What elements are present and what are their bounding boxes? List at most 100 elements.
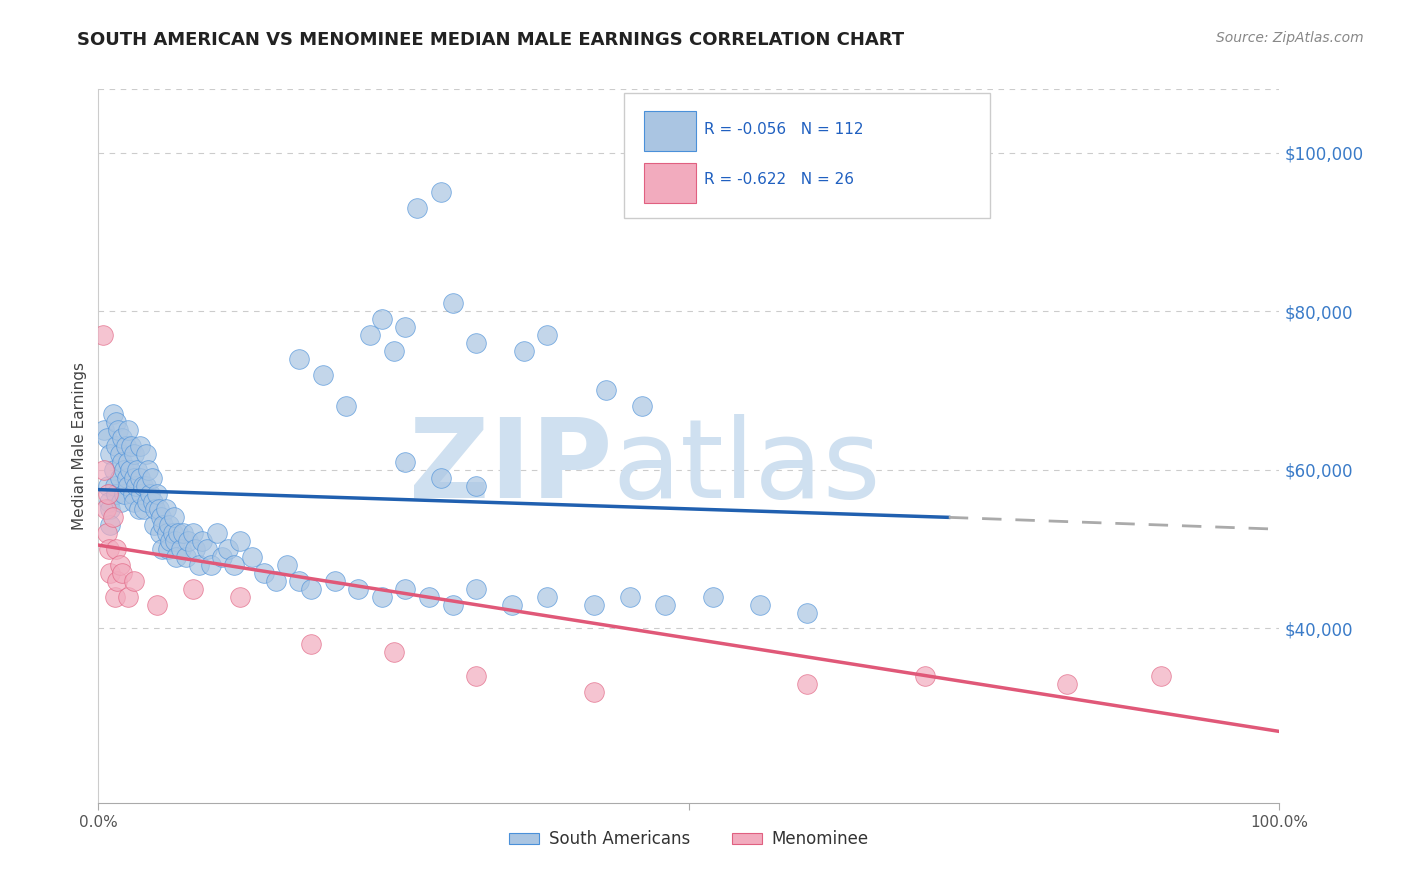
Point (430, 186, 453, 200)
Point (371, 312, 394, 326)
Point (96, 431, 118, 445)
Point (114, 439, 136, 453)
Point (165, 534, 187, 549)
Point (108, 447, 131, 461)
Point (630, 400, 652, 414)
Point (97, 478, 120, 492)
Point (583, 685, 606, 699)
Point (501, 598, 523, 612)
Text: R = -0.622   N = 26: R = -0.622 N = 26 (704, 172, 855, 187)
Point (155, 502, 177, 516)
Point (229, 534, 252, 549)
Point (371, 590, 394, 604)
Point (335, 400, 357, 414)
Point (914, 669, 936, 683)
Point (323, 574, 346, 588)
Point (101, 510, 124, 524)
Point (394, 582, 416, 596)
Point (127, 463, 149, 477)
Point (406, 201, 429, 215)
Point (465, 582, 488, 596)
Point (200, 558, 222, 572)
Point (128, 439, 150, 453)
Point (382, 343, 405, 358)
Point (347, 582, 370, 596)
Point (418, 590, 440, 604)
Point (135, 494, 157, 508)
Point (536, 328, 558, 343)
Point (146, 486, 169, 500)
Point (98, 518, 121, 533)
Point (170, 542, 193, 557)
Point (157, 518, 180, 533)
Point (157, 542, 180, 557)
Point (105, 542, 128, 557)
Point (702, 590, 724, 604)
Point (121, 439, 143, 453)
Point (101, 407, 124, 421)
Point (240, 549, 263, 564)
Point (108, 558, 131, 572)
Point (217, 542, 239, 557)
Point (105, 415, 128, 429)
Point (111, 455, 134, 469)
Point (122, 494, 145, 508)
Text: R = -0.056   N = 112: R = -0.056 N = 112 (704, 122, 863, 137)
Point (441, 598, 464, 612)
Point (98, 566, 121, 580)
Point (103, 463, 125, 477)
Point (135, 447, 157, 461)
Point (165, 549, 187, 564)
Text: SOUTH AMERICAN VS MENOMINEE MEDIAN MALE EARNINGS CORRELATION CHART: SOUTH AMERICAN VS MENOMINEE MEDIAN MALE … (77, 31, 904, 49)
Point (122, 447, 145, 461)
Point (288, 574, 311, 588)
Point (195, 542, 218, 557)
Point (91, 328, 114, 343)
Point (142, 518, 165, 533)
Point (150, 542, 173, 557)
Point (172, 526, 194, 541)
Point (152, 518, 174, 533)
FancyBboxPatch shape (624, 93, 990, 218)
FancyBboxPatch shape (644, 112, 696, 151)
Point (108, 471, 131, 485)
Point (98, 502, 121, 516)
Point (129, 486, 152, 500)
Point (619, 590, 641, 604)
Point (104, 478, 127, 492)
Point (299, 582, 322, 596)
Point (163, 510, 186, 524)
Point (465, 669, 488, 683)
Point (128, 502, 150, 516)
Point (288, 351, 311, 366)
Point (166, 526, 188, 541)
Point (120, 463, 142, 477)
Point (156, 526, 179, 541)
Point (107, 423, 129, 437)
Point (276, 558, 298, 572)
Point (142, 494, 165, 508)
Point (135, 478, 157, 492)
Point (125, 478, 148, 492)
FancyBboxPatch shape (644, 163, 696, 203)
Point (162, 526, 184, 541)
Point (122, 574, 145, 588)
Point (536, 590, 558, 604)
Point (211, 549, 233, 564)
Point (796, 606, 818, 620)
Point (122, 471, 145, 485)
Point (224, 558, 246, 572)
Point (1056, 677, 1078, 691)
Point (181, 526, 204, 541)
Point (105, 574, 128, 588)
Point (359, 328, 381, 343)
Point (174, 549, 197, 564)
Point (312, 368, 335, 382)
Point (159, 534, 181, 549)
Point (134, 502, 156, 516)
Point (441, 296, 464, 310)
Point (430, 471, 453, 485)
Point (583, 598, 606, 612)
Point (654, 598, 676, 612)
Point (150, 510, 173, 524)
